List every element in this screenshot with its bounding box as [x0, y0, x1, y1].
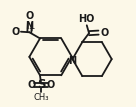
Text: N: N: [25, 21, 33, 31]
Text: O: O: [28, 80, 36, 90]
Text: O: O: [100, 28, 109, 38]
Text: CH₃: CH₃: [33, 93, 49, 103]
Text: S: S: [37, 78, 45, 91]
Text: N: N: [68, 56, 76, 66]
Text: +: +: [29, 24, 35, 33]
Text: HO: HO: [78, 13, 94, 24]
Text: O: O: [26, 11, 34, 21]
Text: -: -: [16, 24, 19, 33]
Text: O: O: [46, 80, 54, 90]
Text: O: O: [12, 27, 20, 37]
